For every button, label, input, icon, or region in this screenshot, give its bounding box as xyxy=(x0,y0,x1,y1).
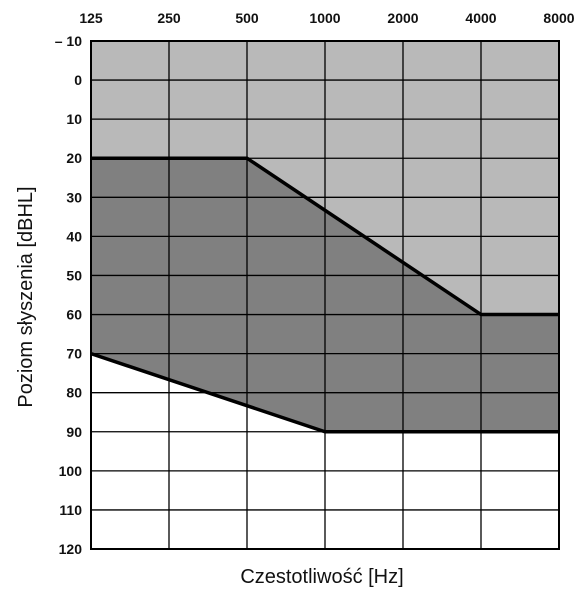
upper-boundary-line xyxy=(91,156,559,317)
y-tick-label: 50 xyxy=(66,267,82,283)
x-tick-label: 250 xyxy=(157,10,181,26)
y-tick-label: 120 xyxy=(59,541,83,557)
x-tick-labels: 125 250 500 1000 2000 4000 8000 xyxy=(79,10,574,26)
y-tick-label: 10 xyxy=(66,111,82,127)
x-axis-title: Czestotliwość [Hz] xyxy=(240,566,403,588)
lower-boundary-line xyxy=(90,351,559,434)
y-tick-label: 0 xyxy=(74,72,82,88)
x-tick-label: 4000 xyxy=(465,10,496,26)
x-tick-label: 1000 xyxy=(309,10,340,26)
y-tick-label: 60 xyxy=(66,307,82,323)
y-tick-label: 70 xyxy=(66,346,82,362)
y-tick-label: 40 xyxy=(66,228,82,244)
y-tick-label: 90 xyxy=(66,424,82,440)
y-tick-label: – 10 xyxy=(55,33,82,49)
plot-border xyxy=(90,40,560,550)
boundary-lines xyxy=(90,156,559,434)
y-axis-title: Poziom słyszenia [dBHL] xyxy=(15,186,37,407)
x-tick-label: 2000 xyxy=(387,10,418,26)
x-tick-label: 125 xyxy=(79,10,103,26)
chart-grid xyxy=(90,40,560,550)
y-tick-label: 20 xyxy=(66,150,82,166)
y-tick-labels: – 10 0 10 20 30 40 50 60 70 80 90 100 110 120 xyxy=(55,33,82,557)
y-tick-label: 100 xyxy=(59,463,83,479)
y-tick-label: 80 xyxy=(66,385,82,401)
x-tick-label: 500 xyxy=(235,10,259,26)
x-tick-label: 8000 xyxy=(543,10,574,26)
y-tick-label: 110 xyxy=(59,502,82,518)
y-tick-label: 30 xyxy=(66,189,82,205)
